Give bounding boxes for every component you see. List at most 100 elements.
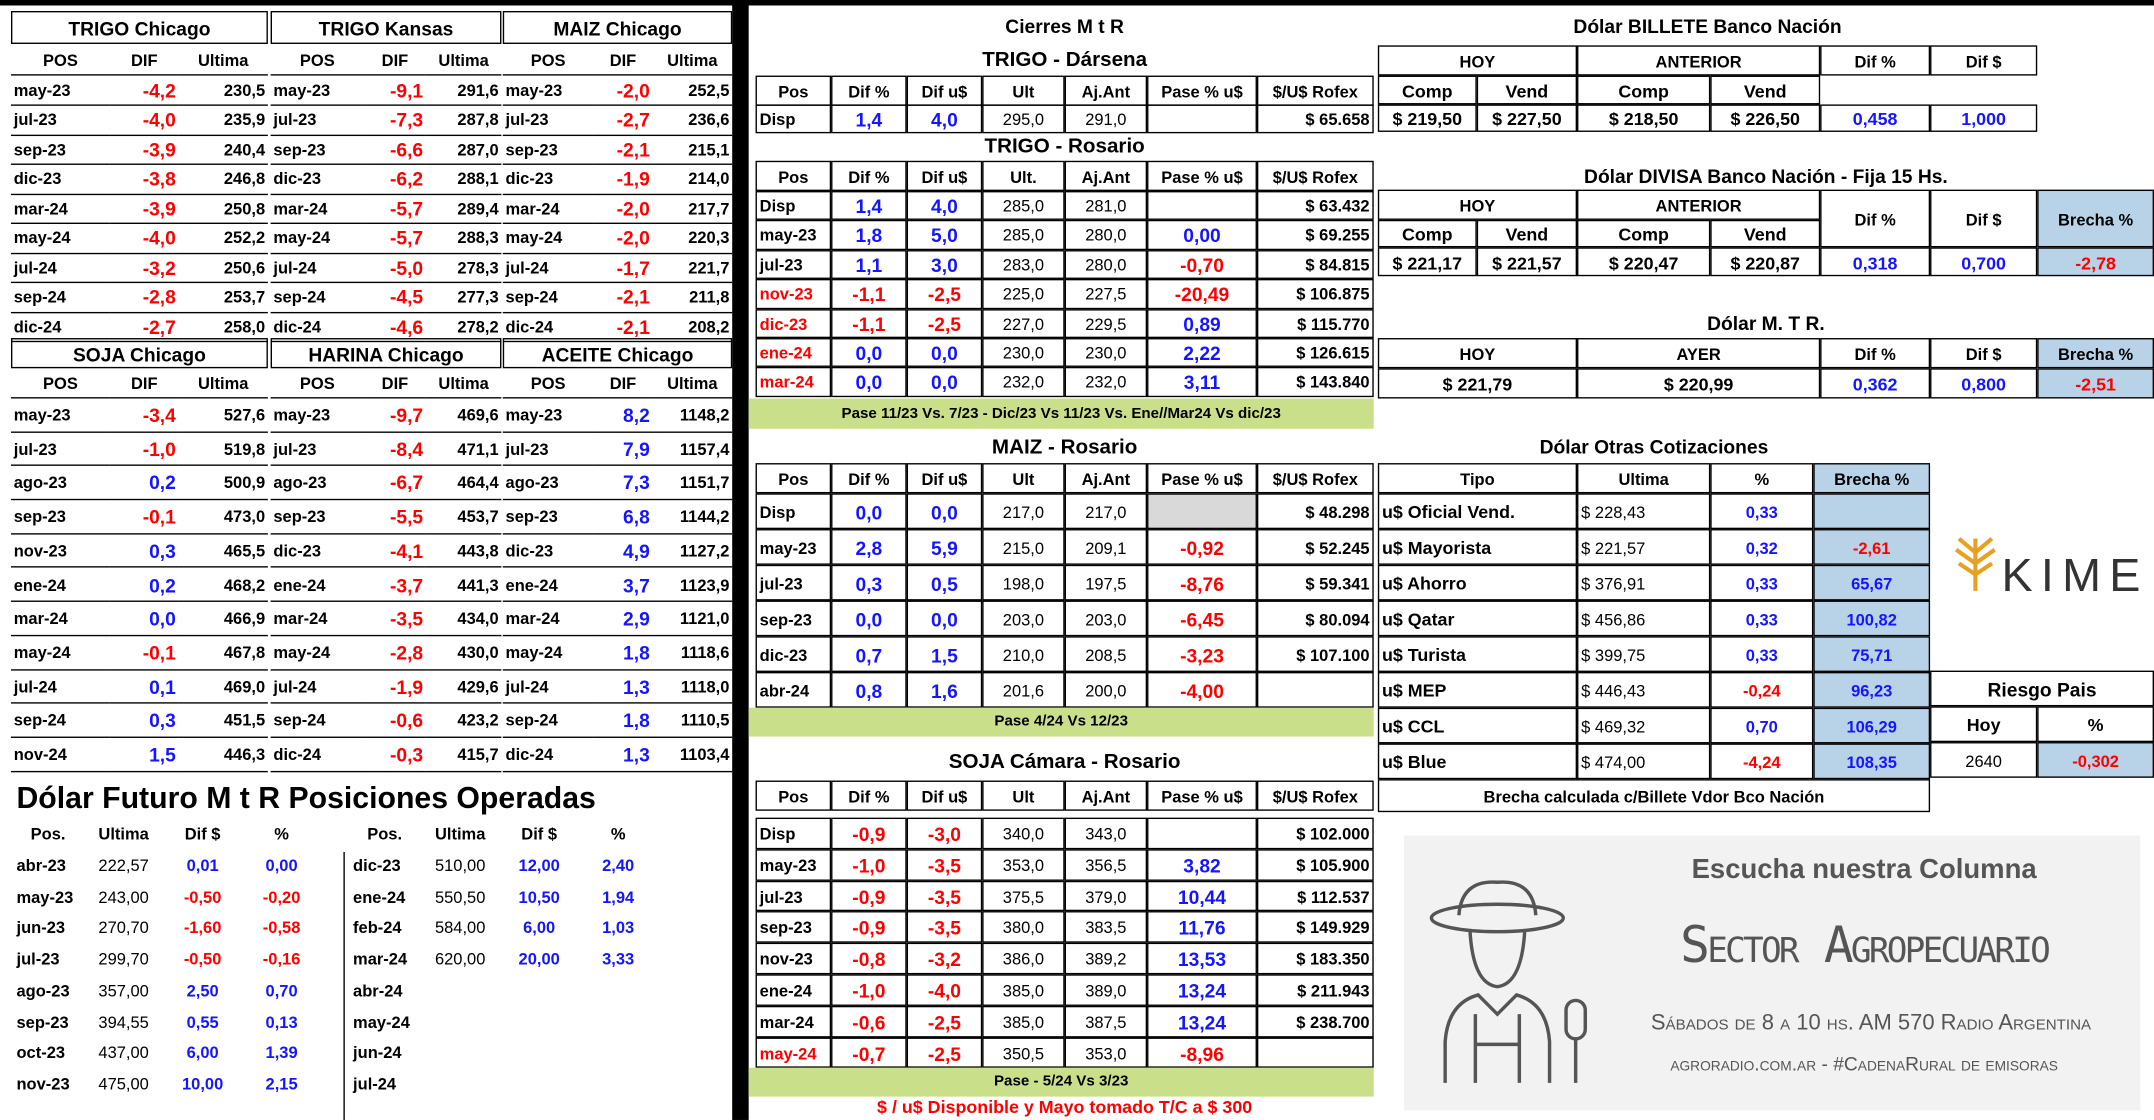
value: 291,0 <box>1065 104 1147 133</box>
column-header: Comp <box>1378 76 1477 105</box>
value: 464,4 <box>426 466 502 500</box>
value <box>1147 818 1257 849</box>
value: -0,8 <box>831 943 907 974</box>
value: -0,1 <box>110 636 179 670</box>
value: 429,6 <box>426 670 502 704</box>
column-header: HOY <box>1378 45 1577 75</box>
value: 0,3 <box>110 704 179 738</box>
row-label: mar-24 <box>11 194 110 224</box>
row-label: jul-24 <box>11 670 110 704</box>
column-header: Pos <box>756 463 832 493</box>
column-header: POS <box>271 368 364 398</box>
row-label: dic-24 <box>503 738 594 772</box>
value: 8,2 <box>593 399 652 433</box>
value: 375,5 <box>982 880 1064 911</box>
value: -3,5 <box>907 880 983 911</box>
value: 6,00 <box>501 913 577 944</box>
row-label: may-24 <box>503 224 594 254</box>
note: Pase 11/23 Vs. 7/23 - Dic/23 Vs 11/23 Vs… <box>749 399 1374 429</box>
value: 215,0 <box>982 529 1064 565</box>
value: 0,89 <box>1147 309 1257 338</box>
row-label: jun-24 <box>350 1038 419 1069</box>
value: 385,0 <box>982 974 1064 1005</box>
value: -3,9 <box>110 194 179 224</box>
value: $ 59.341 <box>1257 565 1374 601</box>
row-label: sep-24 <box>271 283 364 313</box>
column-header: Pos. <box>350 819 419 849</box>
value: -4,0 <box>110 106 179 136</box>
value: 270,70 <box>82 913 164 944</box>
row-label: nov-23 <box>756 279 832 308</box>
column-header: Dif $ <box>501 819 577 849</box>
value: 1144,2 <box>653 500 733 534</box>
value: -2,5 <box>907 309 983 338</box>
value: -0,70 <box>1147 250 1257 279</box>
column-header: Pos <box>756 781 832 811</box>
value: 7,9 <box>593 432 652 466</box>
value: 203,0 <box>1065 601 1147 637</box>
row-label: may-23 <box>756 220 832 249</box>
column-header: Tipo <box>1378 463 1577 493</box>
value: $ 105.900 <box>1257 849 1374 880</box>
section-title: TRIGO - Dársena <box>756 45 1374 75</box>
value: 340,0 <box>982 818 1064 849</box>
value: $ 115.770 <box>1257 309 1374 338</box>
row-label: jul-23 <box>503 106 594 136</box>
value: $ 474,00 <box>1577 743 1710 779</box>
row-label: mar-24 <box>756 1006 832 1037</box>
value: 1,3 <box>593 670 652 704</box>
value: -3,23 <box>1147 636 1257 672</box>
column-header: Dif $ <box>165 819 241 849</box>
value: -7,3 <box>364 106 426 136</box>
row-label: dic-23 <box>503 534 594 568</box>
value: 13,24 <box>1147 1006 1257 1037</box>
value: 2,8 <box>831 529 907 565</box>
value: -0,3 <box>364 738 426 772</box>
row-label: jul-23 <box>11 106 110 136</box>
value: -4,0 <box>110 224 179 254</box>
column-header: DIF <box>364 368 426 398</box>
value: 0,2 <box>110 568 179 602</box>
ad-line: agroradio.com.ar - #CadenaRural de emiso… <box>1610 1053 2118 1075</box>
row-label: nov-23 <box>756 943 832 974</box>
value: 2,22 <box>1147 338 1257 367</box>
row-label: jul-23 <box>271 432 364 466</box>
column-header: DIF <box>110 368 179 398</box>
value: 225,0 <box>982 279 1064 308</box>
farmer-icon <box>1418 877 1597 1097</box>
value: 584,00 <box>419 913 501 944</box>
value <box>1257 1037 1374 1068</box>
row-label: may-23 <box>503 76 594 106</box>
row-label: u$ Ahorro <box>1378 565 1577 601</box>
value: 100,82 <box>1813 601 1930 637</box>
column-header: Pase % u$ <box>1147 781 1257 811</box>
column-header: POS <box>503 45 594 75</box>
row-label: may-24 <box>756 1037 832 1068</box>
column-header: % <box>240 819 322 849</box>
value: -4,00 <box>1147 672 1257 708</box>
row-label: oct-23 <box>14 1038 83 1069</box>
value: 0,0 <box>907 367 983 396</box>
value: 214,0 <box>653 165 733 195</box>
value: 2,50 <box>165 975 241 1006</box>
column-header: Ultima <box>179 45 268 75</box>
value: 1127,2 <box>653 534 733 568</box>
value: 277,3 <box>426 283 502 313</box>
value: 0,3 <box>110 534 179 568</box>
value: $ 218,50 <box>1577 104 1710 131</box>
column-header: Brecha % <box>1813 463 1930 493</box>
value: -5,7 <box>364 194 426 224</box>
value: -6,6 <box>364 135 426 165</box>
column-header: Dif % <box>831 161 907 191</box>
value: 1,39 <box>240 1038 322 1069</box>
value: -4,5 <box>364 283 426 313</box>
column-header: Aj.Ant <box>1065 781 1147 811</box>
column-header: Dif % <box>1820 338 1930 368</box>
value: 227,5 <box>1065 279 1147 308</box>
row-label: u$ Mayorista <box>1378 529 1577 565</box>
value: 1118,6 <box>653 636 733 670</box>
value <box>1147 191 1257 220</box>
value: 7,3 <box>593 466 652 500</box>
value: -3,8 <box>110 165 179 195</box>
value: -0,9 <box>831 880 907 911</box>
